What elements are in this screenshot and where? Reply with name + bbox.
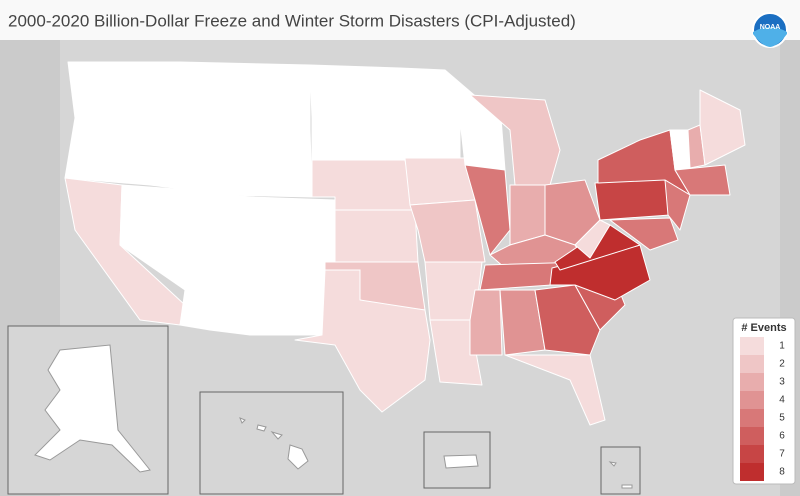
hawaii-inset — [199, 391, 344, 495]
state — [179, 261, 251, 336]
state — [309, 64, 406, 119]
legend-swatch — [740, 391, 764, 409]
legend-label: 8 — [779, 467, 785, 478]
state — [594, 177, 671, 221]
inset-box — [600, 446, 641, 495]
state — [404, 157, 476, 206]
legend-label: 2 — [779, 359, 785, 370]
state — [187, 189, 253, 263]
legend-label: 3 — [779, 377, 785, 388]
virgin-islands — [608, 461, 633, 489]
legend-label: 7 — [779, 449, 785, 460]
alaska-inset — [7, 325, 169, 495]
state — [469, 289, 503, 356]
alaska — [34, 344, 151, 473]
logo: NOAA — [752, 12, 788, 48]
puerto-rico — [443, 454, 479, 469]
state — [534, 284, 601, 356]
state — [609, 217, 679, 251]
state — [67, 61, 166, 119]
state — [699, 89, 746, 166]
legend-label: 1 — [779, 341, 785, 352]
inset-box — [199, 391, 344, 495]
legend-swatch — [740, 463, 764, 481]
legend-label: 5 — [779, 413, 785, 424]
state — [674, 164, 731, 196]
legend-label: 4 — [779, 395, 785, 406]
state — [311, 117, 406, 161]
legend-swatch — [740, 409, 764, 427]
legend-swatch — [740, 337, 764, 355]
state — [294, 269, 431, 413]
states — [64, 61, 746, 426]
legend-title: # Events — [741, 322, 786, 334]
state — [574, 219, 611, 259]
state — [504, 354, 606, 426]
legend-swatch — [740, 373, 764, 391]
state — [664, 179, 691, 231]
legend-swatch — [740, 445, 764, 463]
legend: # Events 1 2 3 4 5 6 7 8 — [732, 317, 796, 485]
virgin-islands-inset — [600, 446, 641, 495]
legend-swatch — [740, 427, 764, 445]
state — [464, 164, 511, 256]
state — [334, 209, 419, 263]
state — [224, 129, 313, 198]
map-title: 2000-2020 Billion-Dollar Freeze and Wint… — [8, 11, 576, 30]
legend-label: 6 — [779, 431, 785, 442]
logo-wave — [753, 27, 787, 47]
puerto-rico-inset — [423, 431, 491, 489]
state — [249, 261, 326, 336]
legend-swatch — [740, 355, 764, 373]
logo-text: NOAA — [760, 24, 781, 31]
title-bar — [0, 0, 800, 40]
hawaii — [239, 417, 309, 470]
state — [64, 117, 161, 186]
state — [249, 196, 336, 263]
state — [429, 319, 483, 386]
